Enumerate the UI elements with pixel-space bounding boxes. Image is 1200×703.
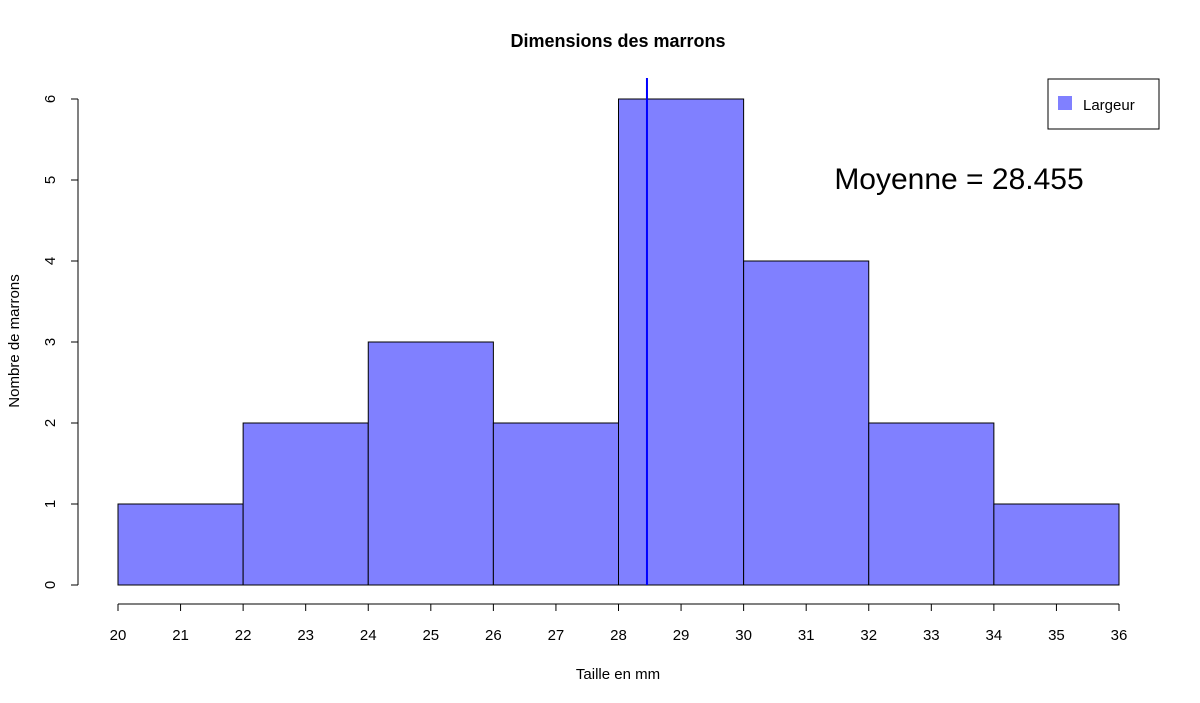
mean-annotation: Moyenne = 28.455	[834, 163, 1083, 196]
histogram-bar-32-34	[868, 422, 995, 586]
x-tick-label-23: 23	[297, 627, 314, 644]
x-tick-label-21: 21	[172, 627, 189, 644]
bars-layer	[117, 98, 1120, 586]
histogram-bar-24-26	[367, 341, 494, 586]
histogram-bar-26-28	[492, 422, 619, 586]
x-tick-label-26: 26	[485, 627, 502, 644]
x-tick-label-32: 32	[860, 627, 877, 644]
histogram-bar-20-22	[117, 503, 244, 586]
histogram-bar-28-30	[618, 98, 745, 586]
legend-label-largeur: Largeur	[1083, 97, 1135, 114]
legend-box	[1047, 78, 1160, 130]
legend: Largeur	[1047, 78, 1160, 130]
x-tick-label-25: 25	[422, 627, 439, 644]
histogram-bar-30-32	[743, 260, 870, 586]
y-tick-label-6: 6	[42, 95, 59, 103]
y-tick-label-4: 4	[42, 257, 59, 265]
y-tick-label-2: 2	[42, 419, 59, 427]
histogram-bar-22-24	[242, 422, 369, 586]
y-axis-label: Nombre de marrons	[6, 274, 23, 407]
x-tick-label-24: 24	[360, 627, 377, 644]
x-tick-label-34: 34	[986, 627, 1003, 644]
x-tick-label-28: 28	[610, 627, 627, 644]
x-axis: 20 21 22 23 24 25 26 27 28 29 30 31 32 33 34 35 36	[110, 603, 1128, 644]
x-tick-label-36: 36	[1111, 627, 1128, 644]
chart-title: Dimensions des marrons	[510, 31, 725, 51]
x-tick-label-30: 30	[735, 627, 752, 644]
histogram-bar-34-36	[993, 503, 1120, 586]
x-tick-label-35: 35	[1048, 627, 1065, 644]
y-axis: 0 1 2 3 4 5 6	[42, 95, 79, 589]
y-tick-label-3: 3	[42, 338, 59, 346]
x-tick-label-29: 29	[673, 627, 690, 644]
x-axis-label: Taille en mm	[576, 666, 660, 683]
x-tick-label-22: 22	[235, 627, 252, 644]
y-tick-label-1: 1	[42, 500, 59, 508]
legend-swatch-largeur	[1058, 96, 1072, 110]
x-tick-label-33: 33	[923, 627, 940, 644]
y-tick-label-5: 5	[42, 176, 59, 184]
y-tick-label-0: 0	[42, 581, 59, 589]
x-tick-label-20: 20	[110, 627, 127, 644]
x-tick-label-31: 31	[798, 627, 815, 644]
x-tick-label-27: 27	[548, 627, 565, 644]
